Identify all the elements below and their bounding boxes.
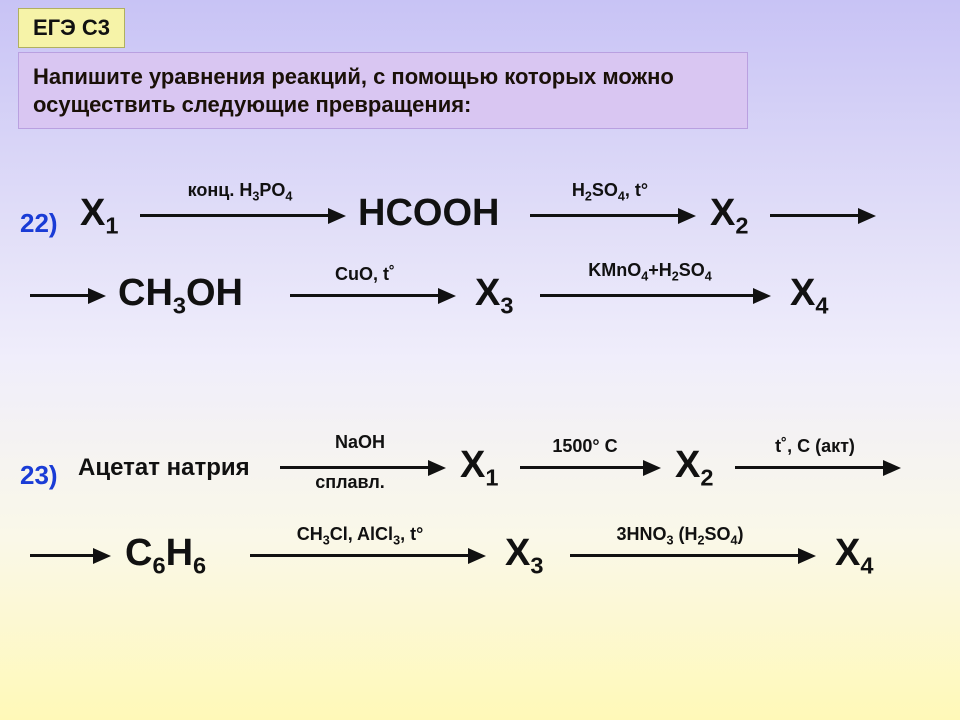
q22-cond2: H2SO4, t° (545, 180, 675, 201)
question-23: 23) Ацетат натрия NaOH сплавл. X1 1500° … (0, 430, 960, 650)
q23-acetate: Ацетат натрия (78, 454, 250, 482)
q23-x2: X2 (675, 444, 713, 487)
badge: ЕГЭ С3 (18, 8, 125, 48)
q23-cond3: t˚, C (акт) (750, 436, 880, 457)
q22-x3: X3 (475, 272, 513, 315)
arrow-head (858, 208, 876, 224)
q23-x4: X4 (835, 532, 873, 575)
arrow (290, 294, 440, 297)
q22-cond3: CuO, t˚ (310, 264, 420, 285)
q22-number: 22) (20, 208, 58, 239)
q23-cond5: 3HNO3 (H2SO4) (580, 524, 780, 545)
q23-x1: X1 (460, 444, 498, 487)
arrow-head (88, 288, 106, 304)
q22-x2: X2 (710, 192, 748, 235)
arrow-head (438, 288, 456, 304)
q23-cond1b: сплавл. (300, 472, 400, 493)
q22-x4: X4 (790, 272, 828, 315)
arrow (540, 294, 755, 297)
q23-x3: X3 (505, 532, 543, 575)
q23-cond1a: NaOH (310, 432, 410, 453)
arrow-head (678, 208, 696, 224)
q22-cond1: конц. H3PO4 (155, 180, 325, 201)
arrow (770, 214, 860, 217)
q22-ch3oh: CH3OH (118, 272, 243, 315)
question-22: 22) X1 конц. H3PO4 HCOOH H2SO4, t° X2 CH… (0, 170, 960, 370)
arrow-head (883, 460, 901, 476)
arrow-head (468, 548, 486, 564)
arrow-head (643, 460, 661, 476)
arrow-head (753, 288, 771, 304)
arrow-head (428, 460, 446, 476)
arrow (530, 214, 680, 217)
arrow (735, 466, 885, 469)
arrow-head (93, 548, 111, 564)
q23-c6h6: C6H6 (125, 532, 206, 575)
arrow (280, 466, 430, 469)
arrow (250, 554, 470, 557)
q22-x1: X1 (80, 192, 118, 235)
arrow-head (328, 208, 346, 224)
q22-cond4: KMnO4+H2SO4 (555, 260, 745, 281)
arrow (140, 214, 330, 217)
prompt-text: Напишите уравнения реакций, с помощью ко… (18, 52, 748, 129)
arrow (30, 554, 95, 557)
q22-hcooh: HCOOH (358, 192, 499, 235)
q23-number: 23) (20, 460, 58, 491)
arrow-head (798, 548, 816, 564)
arrow (520, 466, 645, 469)
q23-cond4: CH3Cl, AlCl3, t° (260, 524, 460, 545)
arrow (570, 554, 800, 557)
q23-cond2: 1500° С (530, 436, 640, 457)
arrow (30, 294, 90, 297)
